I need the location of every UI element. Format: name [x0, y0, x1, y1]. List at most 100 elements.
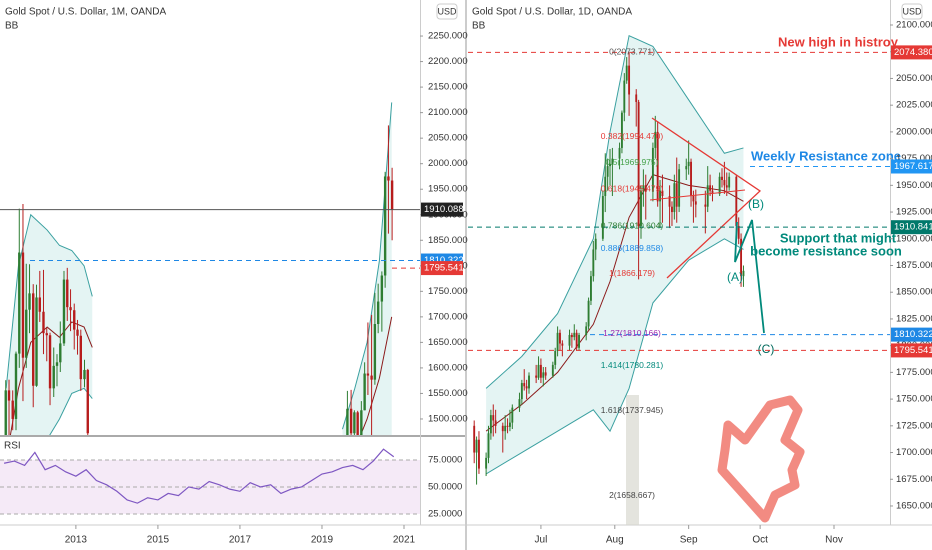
y-tick-label: 2100.000	[428, 107, 468, 118]
candle-body	[539, 364, 542, 378]
y-tick-label: 1875.000	[896, 260, 932, 271]
y-tick-label: 1650.000	[428, 337, 468, 348]
candle-body	[737, 225, 740, 239]
candle-body	[492, 415, 495, 421]
y-tick-label: 1950.000	[428, 184, 468, 195]
y-tick-label: 1700.000	[896, 447, 932, 458]
candle-body	[69, 307, 72, 311]
candle-body	[489, 415, 492, 434]
candle-body	[66, 279, 69, 308]
candle-body	[592, 249, 595, 277]
candle-body	[508, 422, 511, 427]
candle-body	[48, 335, 52, 389]
triangle-line	[649, 189, 746, 201]
y-tick-label: 1850.000	[428, 235, 468, 246]
candle-body	[346, 408, 349, 435]
candle-body	[609, 163, 611, 167]
candle-body	[366, 373, 370, 376]
price-label-box	[891, 343, 932, 358]
candle-body	[506, 425, 509, 427]
candle-body	[380, 275, 384, 302]
candle-body	[360, 410, 363, 435]
fib-label: 0.886(1889.858)	[601, 243, 664, 253]
price-label-box	[891, 220, 932, 235]
y-tick-label: 1750.000	[428, 286, 468, 297]
candle-body	[618, 147, 621, 159]
candle-body	[594, 238, 597, 250]
candle-body	[52, 365, 55, 389]
candle-body	[642, 185, 645, 191]
candle-body	[518, 399, 521, 408]
candle-body	[73, 310, 76, 330]
candle-body	[659, 190, 662, 202]
candle-body	[86, 369, 89, 434]
rsi-plot	[0, 448, 420, 515]
band-fill	[6, 214, 93, 435]
candle-body	[740, 238, 743, 277]
price-label-box	[421, 202, 463, 217]
candle-body	[349, 408, 353, 434]
candle-body	[35, 297, 38, 386]
candle-body	[635, 94, 638, 102]
overlay: Gold Spot / U.S. Dollar, 1M, OANDA BB RS…	[0, 3, 932, 546]
price-label: 1810.322	[894, 329, 932, 340]
candle-body	[487, 433, 490, 458]
y-tick-label: 1725.000	[896, 420, 932, 431]
candle-body	[704, 204, 707, 207]
y-tick-label: 2025.000	[896, 100, 932, 111]
candle-body	[79, 335, 83, 380]
candle-body	[525, 386, 528, 389]
currency-box[interactable]	[436, 3, 458, 20]
price-label: 2074.380	[894, 47, 932, 58]
x-tick-label: 2015	[147, 535, 170, 546]
candle-body	[76, 329, 79, 336]
candle-body	[671, 206, 673, 213]
y-tick-label: 1850.000	[896, 287, 932, 298]
annotation: Weekly Resistance zone	[751, 148, 901, 163]
y-tick-label: 2000.000	[896, 126, 932, 137]
candle-body	[637, 101, 640, 226]
candle-body	[11, 400, 14, 419]
annotation: Support that might	[780, 230, 897, 245]
candle-body	[735, 176, 738, 226]
x-tick-label: Oct	[752, 535, 768, 546]
candle-body	[709, 185, 712, 191]
band-basis	[360, 316, 393, 435]
candle-body	[623, 80, 626, 113]
candle-body	[551, 364, 554, 376]
candle-body	[353, 412, 356, 434]
x-tick-label: Nov	[825, 535, 843, 546]
triangle	[651, 117, 762, 279]
price-label: 1795.541	[894, 345, 932, 356]
rsi-line	[3, 448, 395, 504]
wave-label: (A)	[727, 270, 743, 284]
y-tick-label: 1675.000	[896, 474, 932, 485]
y-tick-label: 2150.000	[428, 82, 468, 93]
candle-body	[83, 369, 86, 380]
candle-body	[28, 293, 31, 310]
fib-label: 2(1658.667)	[609, 490, 655, 500]
price-label: 1910.088	[424, 204, 464, 215]
candle-body	[45, 333, 48, 336]
price-label: 1810.322	[424, 255, 464, 266]
candle-body	[554, 350, 557, 365]
candle-body	[18, 252, 21, 354]
candle-body	[706, 185, 709, 207]
candle-body	[601, 196, 604, 239]
y-tick-label: 1550.000	[428, 388, 468, 399]
candle-body	[14, 353, 18, 419]
annotation: New high in histroy	[778, 34, 899, 49]
candle-body	[711, 190, 714, 194]
candle-body	[578, 334, 580, 348]
fib-label: 0.382(1994.470)	[601, 131, 664, 141]
candle-body	[625, 65, 628, 81]
candle-body	[383, 176, 387, 276]
band-basis	[485, 174, 744, 432]
price-label-box	[421, 261, 463, 276]
currency-box[interactable]	[901, 3, 923, 20]
candle-body	[7, 390, 11, 401]
x-tick-label: 2021	[393, 535, 416, 546]
y-tick-label: 1925.000	[896, 207, 932, 218]
y-tick-label: 2100.000	[896, 20, 932, 31]
